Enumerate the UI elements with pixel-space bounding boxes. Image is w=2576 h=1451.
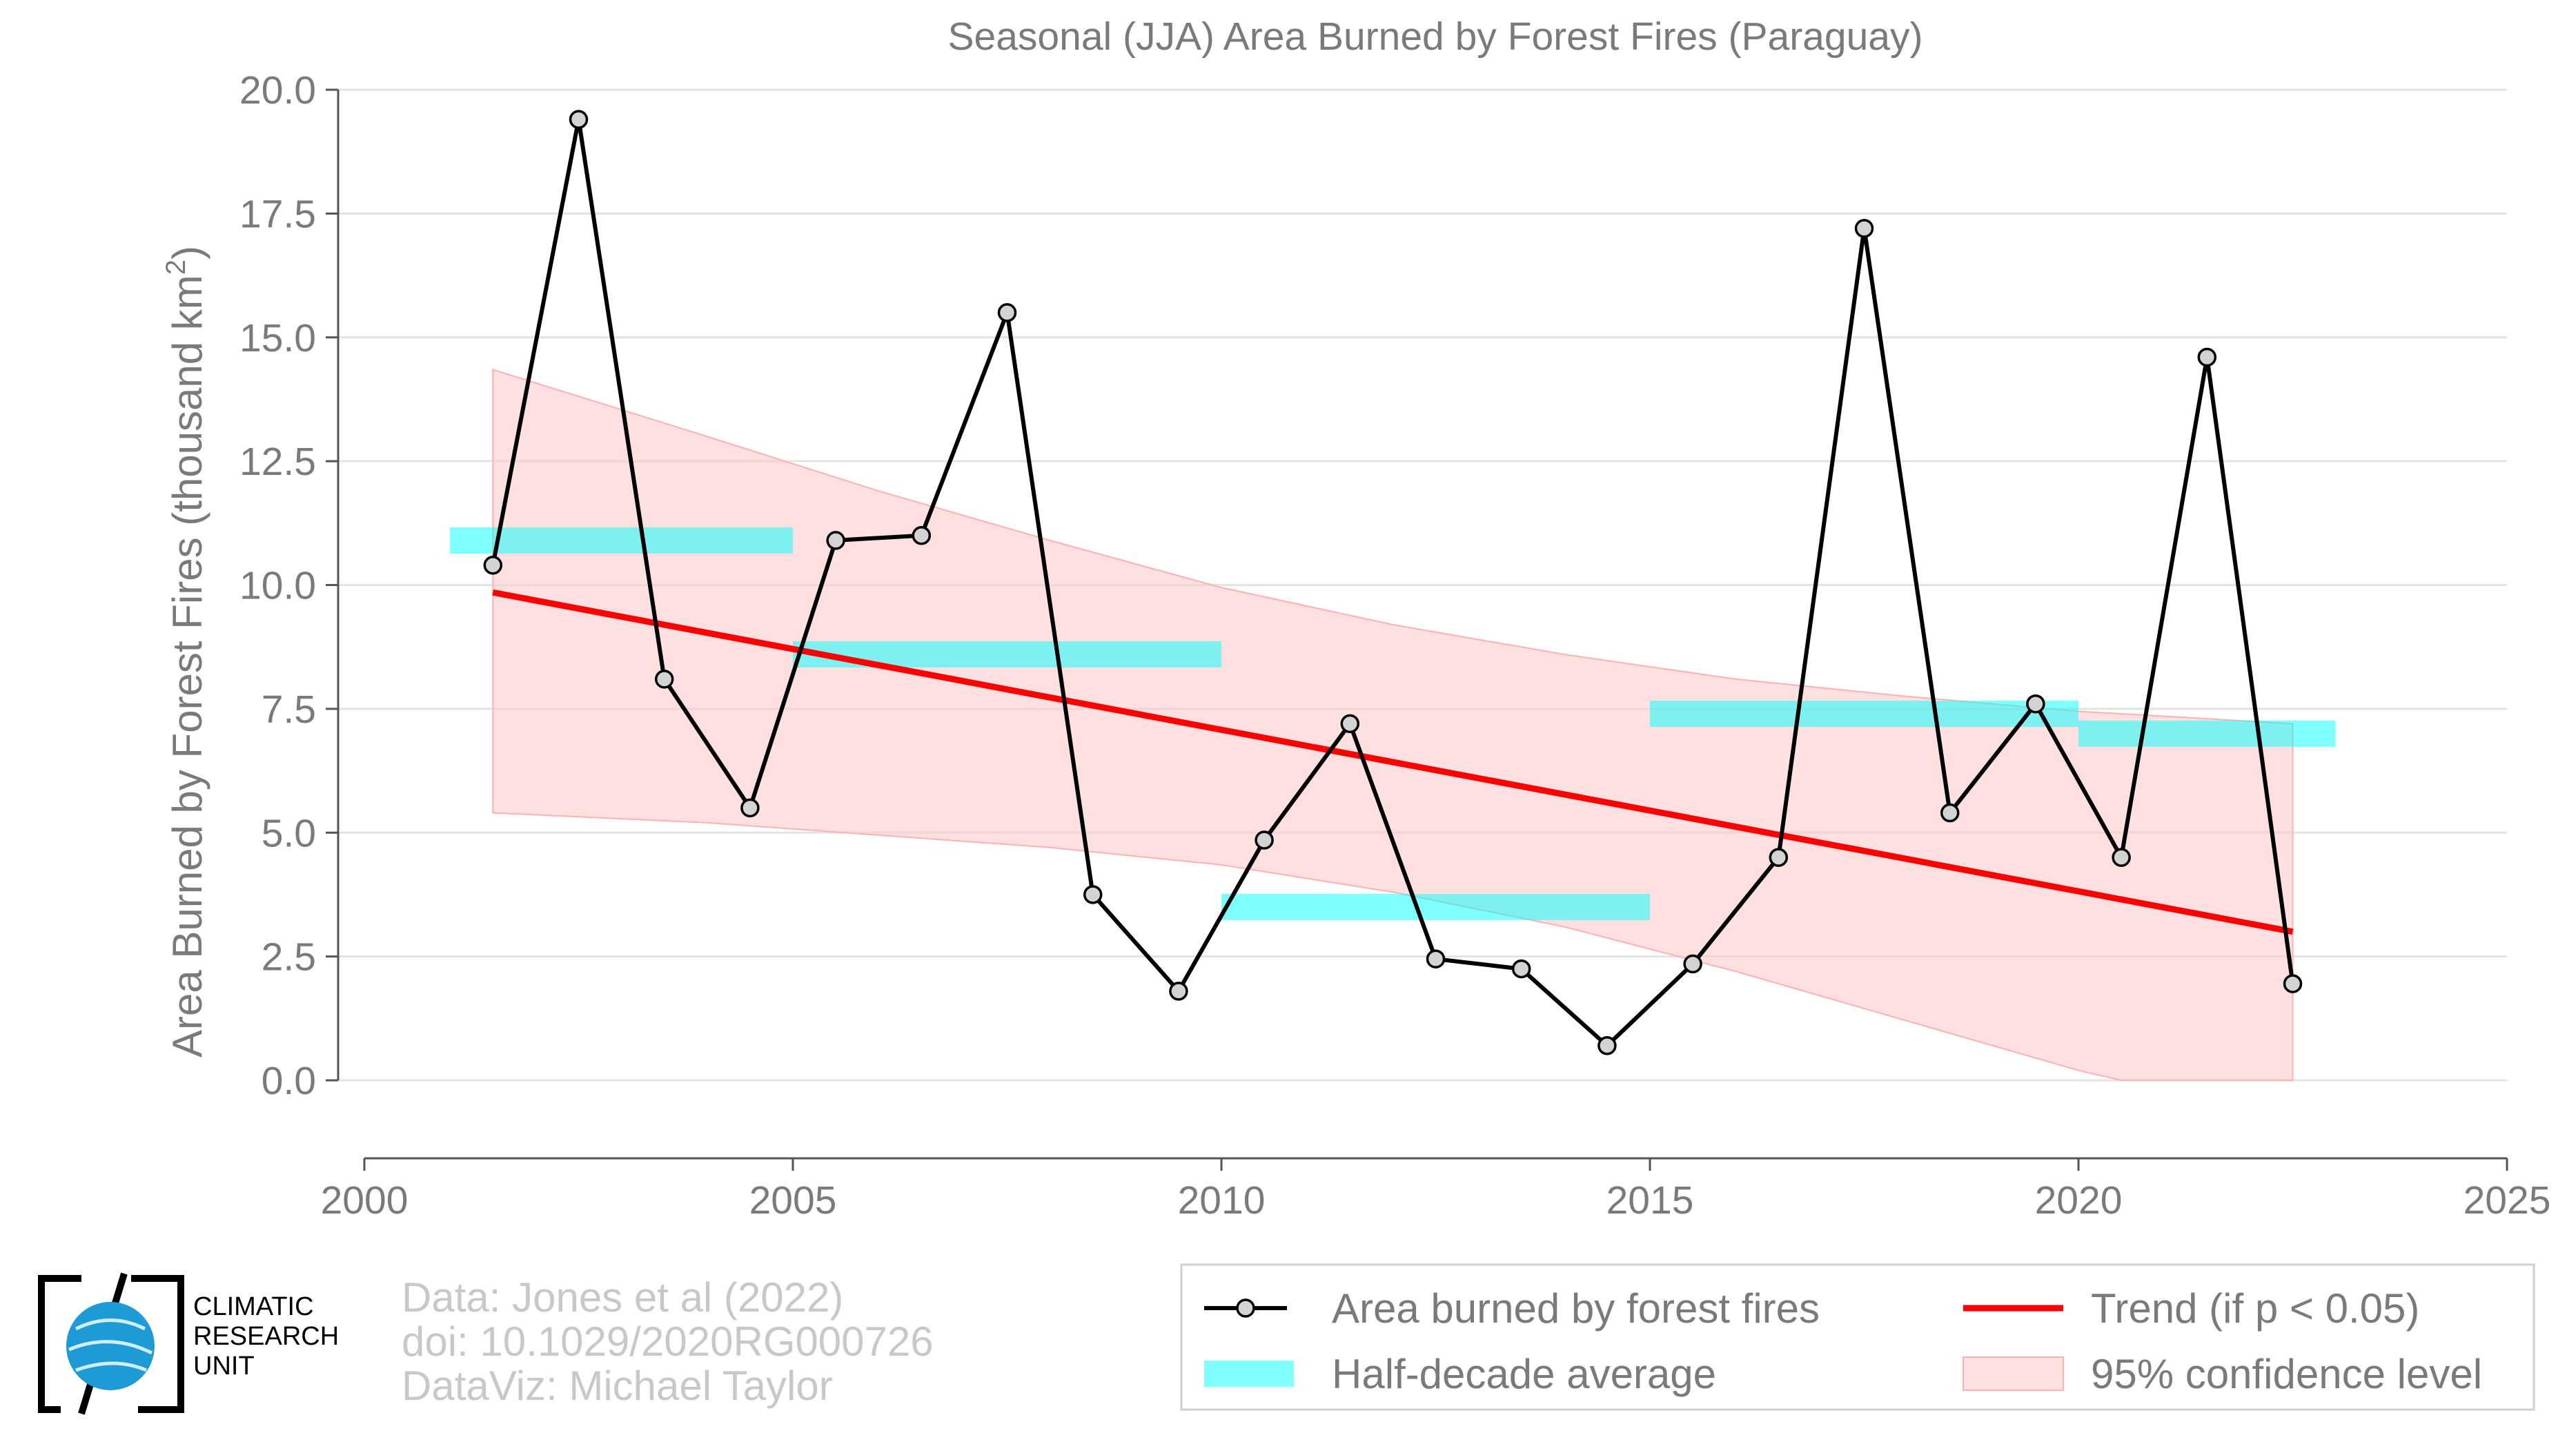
x-tick-label: 2005 (749, 1178, 837, 1223)
x-tick-label: 2025 (2464, 1178, 2551, 1223)
confidence-area (492, 369, 2294, 1081)
x-tick-label: 2015 (1606, 1178, 1694, 1223)
y-tick-label: 20.0 (239, 68, 316, 113)
half-decade-bar (1650, 701, 2078, 728)
data-point (1255, 830, 1274, 850)
legend-half-decade-icon (1204, 1361, 1294, 1387)
series-line (491, 117, 2295, 1048)
data-point (1169, 982, 1188, 1001)
data-point (1426, 949, 1446, 968)
data-point (1940, 803, 1960, 823)
globe-swirl (75, 1361, 147, 1372)
logo-bracket-right (131, 1275, 184, 1413)
data-point (912, 526, 932, 545)
y-tick-label: 17.5 (239, 192, 316, 236)
legend-marker-icon (1236, 1298, 1255, 1318)
data-point (569, 110, 589, 129)
chart-title: Seasonal (JJA) Area Burned by Forest Fir… (948, 14, 1923, 59)
cru-logo (38, 1272, 184, 1415)
trend-line-segment (492, 589, 2294, 935)
data-point (1683, 954, 1702, 974)
legend-confidence-icon (1963, 1356, 2064, 1391)
cru-logo-line: CLIMATIC (193, 1292, 314, 1321)
data-point (1854, 219, 1874, 238)
y-tick-label: 7.5 (262, 688, 316, 732)
x-tick-label: 2020 (2035, 1178, 2123, 1223)
x-tick-label: 2000 (321, 1178, 409, 1223)
half-decade-bars (450, 527, 2336, 920)
confidence-band (492, 369, 2294, 1081)
credit-viz: DataViz: Michael Taylor (402, 1363, 833, 1409)
credits: Data: Jones et al (2022) doi: 10.1029/20… (402, 1276, 934, 1408)
axes: 0.0 2.5 5.0 7.5 10.0 12.5 15.0 17.5 20.0 2000 2005… (239, 68, 2550, 1223)
legend-label: Area burned by forest fires (1332, 1285, 1820, 1332)
data-point (1511, 959, 1531, 979)
data-point (654, 670, 674, 689)
cru-logo-line: RESEARCH (193, 1322, 340, 1351)
y-tick-label: 10.0 (239, 564, 316, 608)
half-decade-bar (1221, 893, 1650, 920)
half-decade-bar (2078, 720, 2336, 747)
globe-swirl (68, 1340, 153, 1355)
y-tick-label: 12.5 (239, 440, 316, 484)
data-point (1083, 885, 1103, 904)
data-point (2197, 347, 2217, 367)
credit-doi: doi: 10.1029/2020RG000726 (402, 1318, 934, 1365)
legend-box (1180, 1263, 2535, 1411)
y-tick-label: 5.0 (262, 811, 316, 855)
globe-swirl (75, 1318, 146, 1331)
data-point (740, 798, 760, 818)
legend-label: 95% confidence level (2091, 1351, 2482, 1397)
y-tick-label: 15.0 (239, 316, 316, 360)
logo-bracket-left (38, 1275, 81, 1413)
credit-data: Data: Jones et al (2022) (402, 1274, 844, 1321)
cru-logo-text: CLIMATIC RESEARCH UNIT (193, 1292, 339, 1381)
data-point (997, 303, 1017, 322)
y-tick-label: 2.5 (262, 935, 316, 980)
legend-label: Half-decade average (1332, 1351, 1716, 1397)
data-point (483, 556, 503, 575)
x-tick-label: 2010 (1178, 1178, 1266, 1223)
legend-label: Trend (if p < 0.05) (2091, 1285, 2419, 1332)
data-point (2283, 974, 2303, 993)
data-point (1769, 848, 1789, 867)
area-burned-series (483, 110, 2303, 1055)
legend: Area burned by forest fires Trend (if p <… (1180, 1263, 2535, 1411)
y-tick-label: 0.0 (262, 1059, 316, 1103)
data-point (2026, 694, 2045, 714)
data-point (1340, 714, 1360, 734)
data-point (1597, 1036, 1617, 1055)
y-axis-label: Area Burned by Forest Fires (thousand km… (161, 246, 210, 1058)
data-point (2112, 848, 2131, 867)
cru-logo-line: UNIT (193, 1352, 255, 1381)
trend-line (492, 589, 2294, 935)
half-decade-bar (450, 527, 793, 554)
data-point (826, 531, 845, 550)
